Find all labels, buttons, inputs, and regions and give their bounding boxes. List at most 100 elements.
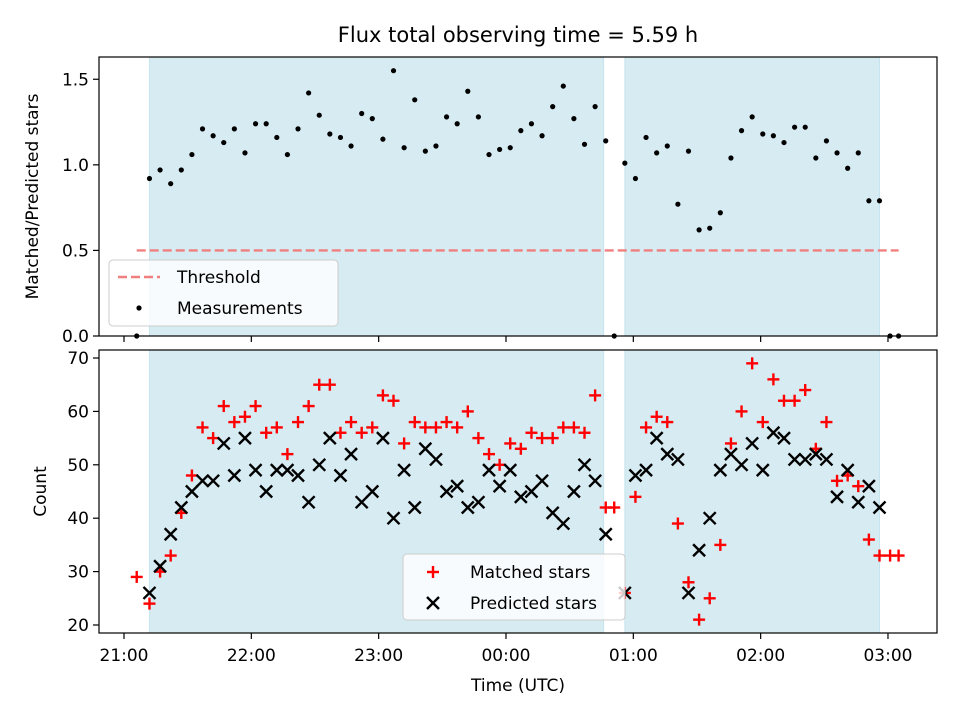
threshold-legend-label: Threshold [176,268,261,288]
matched-star-point [820,416,833,429]
x-tick-label: 00:00 [481,646,530,666]
predicted-star-point [724,447,738,461]
matched-star-point [398,437,411,450]
matched-star-point [429,421,442,434]
predicted-star-point [808,447,823,461]
bottom-y-ticks: 20 30 40 50 60 70 [67,349,99,636]
matched-star-point [578,426,591,439]
matched-star-point [567,421,580,434]
predicted-star-point [492,479,507,494]
matched-star-point [130,570,143,583]
top-x-ticks [123,336,889,342]
predicted-star-point [163,527,178,542]
matched-star-point [640,421,653,434]
measurement-point [454,121,460,127]
predicted-star-point [354,495,369,510]
measurement-point [845,165,851,171]
matched-star-point [756,416,769,429]
measurement-point [157,167,163,173]
predicted-star-point [681,586,696,600]
measurement-point [210,133,216,139]
predicted-legend-swatch [426,596,440,610]
measurement-point [178,167,184,173]
matched-star-point [703,592,716,605]
matched-star-point [408,416,421,429]
bottom-y-tick-label: 50 [67,456,89,476]
top-y-tick-label: 0.0 [62,327,89,347]
predicted-legend-label: Predicted stars [470,594,597,614]
predicted-star-point [713,463,728,477]
predicted-star-point [671,452,685,467]
predicted-star-point [386,511,401,526]
matched-star-point [608,501,621,514]
predicted-star-point [269,463,284,477]
measurement-point [443,114,450,120]
measurement-point [632,175,639,182]
predicted-star-point [745,436,760,451]
matched-star-point [302,400,315,413]
measurements-legend-label: Measurements [177,299,303,319]
measurement-point [518,128,524,134]
measurement-point [571,116,577,122]
matched-star-point [249,400,262,413]
matched-star-point [313,378,326,391]
matched-star-point [831,474,844,487]
matched-star-point [387,394,400,407]
measurement-point [242,150,248,156]
measurement-point [855,150,861,156]
predicted-star-point [206,473,220,488]
predicted-star-point [755,463,770,477]
measurement-point [550,104,556,110]
measurement-point [465,88,471,94]
predicted-star-point [840,463,855,477]
matched-star-point [671,517,684,530]
measurement-point [696,227,702,233]
bottom-legend: Matched stars Predicted stars [402,553,626,621]
matched-star-point [270,421,283,434]
measurement-point [876,198,883,204]
predicted-star-point [238,431,252,445]
matched-star-point [546,432,559,445]
top-y-axis-label: Matched/Predicted stars [23,93,43,299]
top-legend: Threshold Measurements [108,259,339,327]
predicted-star-point [227,468,242,483]
predicted-star-point [819,452,834,467]
top-y-tick-label: 0.5 [62,241,89,261]
matched-star-point [323,378,336,391]
predicted-star-point [567,484,581,499]
measurement-point [760,131,766,137]
predicted-star-point [777,431,791,445]
predicted-star-point [323,431,337,445]
predicted-star-point [344,447,358,461]
measurement-point [834,150,840,156]
measurement-point [866,198,872,204]
measurement-point [749,114,755,120]
measurement-point [560,83,566,89]
matched-star-point [504,437,517,450]
matched-star-point [557,421,570,434]
predicted-star-point [418,441,433,456]
predicted-star-point [830,489,844,504]
predicted-star-point [407,500,422,515]
matched-star-point [661,416,674,429]
measurement-point [306,90,312,96]
top-y-ticks: 0.0 0.5 1.0 1.5 [62,70,99,347]
bottom-y-tick-label: 20 [67,616,89,636]
predicted-star-point [333,468,348,483]
predicted-star-point [556,516,571,531]
matched-star-point [714,538,727,551]
chart-title: Flux total observing time = 5.59 h [338,23,698,47]
bottom-observing-spans [148,349,880,634]
predicted-star-point [692,543,706,558]
matched-star-point [629,490,642,503]
matched-star-point [345,416,358,429]
predicted-star-point [174,500,189,515]
measurement-point [707,225,713,231]
matched-star-point [355,426,368,439]
x-tick-label: 23:00 [354,646,403,666]
predicted-star-point [280,463,295,477]
matched-star-point [682,576,695,589]
matched-stars-points [130,357,905,626]
bottom-x-ticks: 21:00 22:00 23:00 00:00 01:00 02:00 03:00 [100,633,912,666]
predicted-star-point [429,452,443,467]
